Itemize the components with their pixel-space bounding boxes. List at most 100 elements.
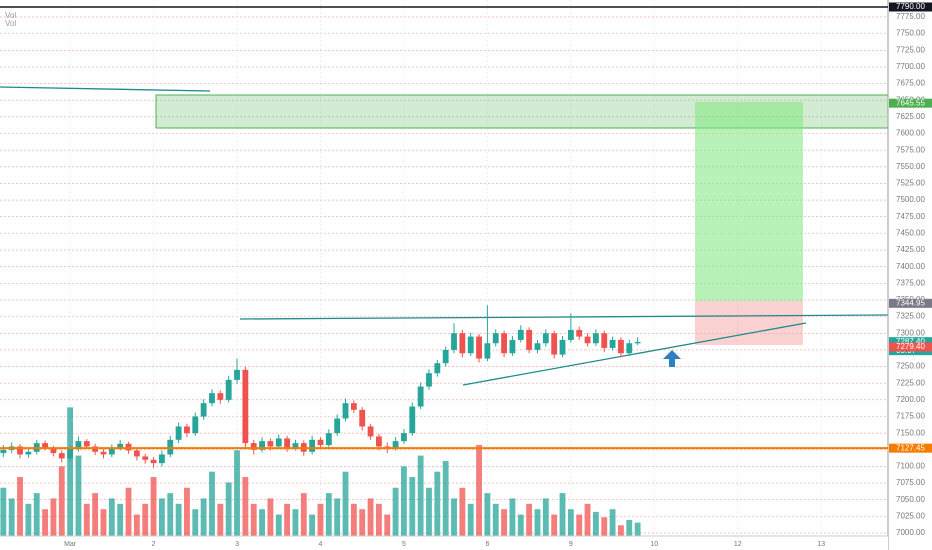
candle-body [601, 333, 608, 348]
volume-bar [576, 514, 583, 536]
candle-body [292, 443, 299, 448]
volume-bar [334, 498, 341, 536]
y-tick-label: 7525.00 [896, 179, 925, 188]
volume-bar [551, 514, 558, 536]
price-axis [888, 0, 932, 550]
candle-body [58, 453, 65, 459]
candle-body [409, 406, 416, 434]
volume-bar [417, 455, 424, 536]
candle-body [501, 333, 508, 354]
volume-bar [626, 519, 633, 536]
candle-body [384, 446, 391, 448]
y-tick-label: 7700.00 [896, 62, 925, 71]
candle-body [275, 438, 282, 447]
candle-body [125, 443, 132, 451]
volume-bar [509, 498, 516, 536]
volume-bar [58, 466, 65, 536]
candle-body [267, 441, 274, 447]
arrow-up [663, 350, 681, 367]
volume-bar [375, 503, 382, 536]
volume-bar [300, 493, 307, 536]
y-tick-label: 7725.00 [896, 45, 925, 54]
candle-body [259, 441, 265, 450]
y-tick-label: 7425.00 [896, 245, 925, 254]
y-tick-label: 7400.00 [896, 262, 925, 271]
y-tick-label: 7600.00 [896, 129, 925, 138]
volume-bar [392, 487, 399, 536]
candle-body [609, 339, 616, 348]
y-tick-label: 7100.00 [896, 462, 925, 471]
volume-bar [534, 509, 541, 536]
candle-body [567, 329, 574, 340]
volume-bar [317, 503, 324, 536]
candle-body [75, 441, 82, 450]
volume-bar [125, 487, 132, 536]
y-tick-label: 7075.00 [896, 478, 925, 487]
y-tick-label: 7050.00 [896, 495, 925, 504]
stop-zone [695, 301, 803, 345]
volume-bar [75, 455, 82, 536]
candle-body [584, 336, 591, 344]
volume-bar [83, 503, 90, 536]
candle-body [209, 393, 215, 404]
volume-bar [209, 471, 215, 536]
candle-body [284, 438, 291, 448]
y-tick-label: 7575.00 [896, 145, 925, 154]
volume-bar [284, 503, 291, 536]
y-tick-label: 7000.00 [896, 528, 925, 537]
volume-bar [117, 503, 124, 536]
price-label: 7790.00 [896, 2, 925, 11]
volume-bar [434, 471, 441, 536]
candle-body [350, 403, 357, 410]
volume-bar [517, 514, 524, 536]
candle-body [434, 363, 441, 374]
y-tick-label: 7175.00 [896, 412, 925, 421]
volume-bar [451, 498, 457, 536]
volume-bar [192, 509, 199, 536]
candle-body [133, 450, 140, 457]
price-label: 7127.45 [896, 443, 925, 452]
volume-bar [492, 503, 499, 536]
candle-body [67, 449, 74, 459]
x-tick-label: 6 [485, 541, 489, 548]
y-tick-label: 7475.00 [896, 212, 925, 221]
volume-bar [217, 503, 224, 536]
candle-body [167, 439, 174, 455]
candle-body [83, 441, 90, 447]
volume-bar [250, 503, 257, 536]
trend-line [0, 86, 211, 92]
candle-body [325, 433, 332, 446]
price-label-box [889, 443, 932, 453]
volume-bar [225, 482, 232, 536]
candle-body [375, 436, 382, 447]
y-tick-label: 7025.00 [896, 511, 925, 520]
candle-body [108, 447, 115, 455]
candle-body [192, 416, 199, 434]
candle-body [200, 403, 207, 417]
price-label: 7279.40 [896, 342, 925, 351]
volume-bar [526, 503, 533, 536]
volume-bar [459, 487, 466, 536]
candle-body [158, 454, 165, 464]
volume-bar [158, 498, 165, 536]
candle-body [217, 393, 224, 400]
volume-bar [292, 509, 299, 536]
volume-bar [142, 503, 149, 536]
volume-bar [350, 503, 357, 536]
volume-bar [17, 477, 23, 536]
volume-bar [384, 514, 391, 536]
candle-body [184, 426, 190, 434]
support-line [462, 322, 807, 386]
candle-body [334, 418, 341, 434]
candle-body [250, 443, 257, 450]
y-tick-label: 7750.00 [896, 29, 925, 38]
volume-bar [50, 498, 57, 536]
x-tick-label: 3 [235, 541, 239, 548]
legend-item: Vol [5, 19, 16, 28]
volume-bar [42, 509, 48, 536]
volume-bar [184, 487, 190, 536]
candle-body [451, 333, 457, 350]
